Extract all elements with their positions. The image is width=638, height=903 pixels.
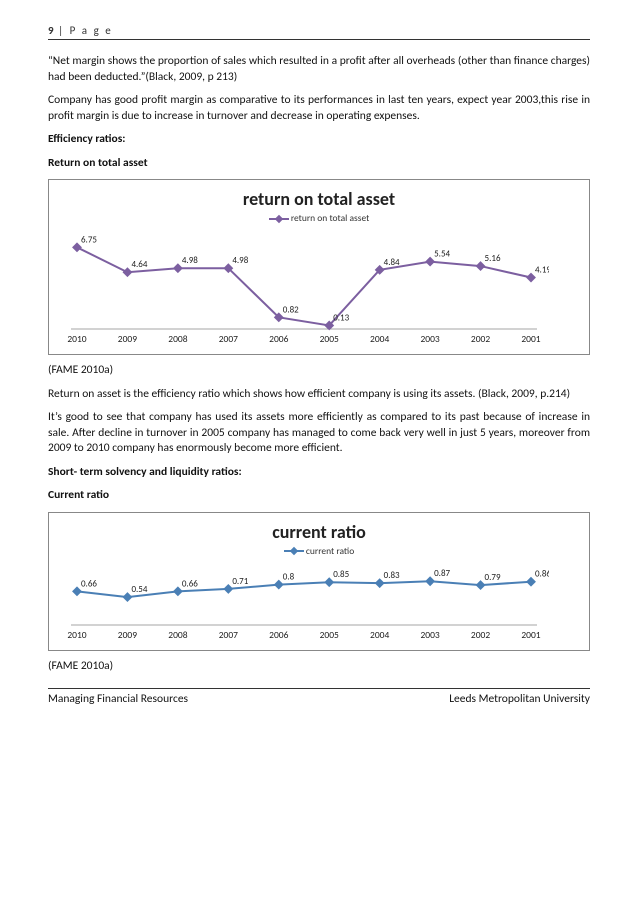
page-number: 9 <box>48 24 54 37</box>
svg-text:2001: 2001 <box>521 333 540 345</box>
svg-text:6.75: 6.75 <box>81 234 97 245</box>
chart1-legend: return on total asset <box>59 212 579 224</box>
svg-text:2010: 2010 <box>67 629 86 641</box>
svg-text:2010: 2010 <box>67 333 86 345</box>
svg-text:2006: 2006 <box>269 629 288 641</box>
svg-text:2004: 2004 <box>370 333 389 345</box>
svg-text:0.85: 0.85 <box>333 569 349 580</box>
chart1-source: (FAME 2010a) <box>48 363 590 379</box>
svg-text:2002: 2002 <box>471 629 490 641</box>
paragraph-roa-def: Return on asset is the efficiency ratio … <box>48 387 590 403</box>
svg-text:5.16: 5.16 <box>485 253 501 264</box>
chart2-legend-label: current ratio <box>306 545 354 557</box>
paragraph-net-margin-quote: “Net margin shows the proportion of sale… <box>48 54 590 85</box>
svg-text:4.19: 4.19 <box>535 265 549 276</box>
svg-text:4.64: 4.64 <box>131 259 147 270</box>
chart1-legend-marker <box>269 214 289 224</box>
svg-text:0.66: 0.66 <box>182 578 198 589</box>
chart1-legend-label: return on total asset <box>291 212 370 224</box>
svg-text:2009: 2009 <box>118 629 137 641</box>
chart2-title: current ratio <box>59 521 579 543</box>
svg-text:0.86: 0.86 <box>535 568 549 579</box>
svg-text:4.98: 4.98 <box>232 255 248 266</box>
svg-text:2008: 2008 <box>168 629 187 641</box>
chart1-title: return on total asset <box>59 188 579 210</box>
svg-text:2005: 2005 <box>320 333 339 345</box>
footer-right: Leeds Metropolitan University <box>449 692 590 706</box>
svg-text:4.98: 4.98 <box>182 255 198 266</box>
svg-text:2006: 2006 <box>269 333 288 345</box>
svg-text:0.8: 0.8 <box>283 571 295 582</box>
svg-text:4.84: 4.84 <box>384 257 400 268</box>
heading-efficiency-ratios: Efficiency ratios: <box>48 132 590 148</box>
heading-return-on-asset: Return on total asset <box>48 156 590 172</box>
heading-solvency: Short- term solvency and liquidity ratio… <box>48 465 590 481</box>
svg-text:0.13: 0.13 <box>333 313 349 324</box>
svg-text:2004: 2004 <box>370 629 389 641</box>
chart2-legend-marker <box>284 546 304 556</box>
paragraph-roa-analysis: It’s good to see that company has used i… <box>48 410 590 457</box>
paragraph-profit-margin: Company has good profit margin as compar… <box>48 93 590 124</box>
svg-text:0.87: 0.87 <box>434 568 450 579</box>
svg-text:0.54: 0.54 <box>131 584 147 595</box>
chart1-plot: 6.75 2010 4.64 2009 4.98 2008 4.98 2007 0.82 2006… <box>59 230 549 345</box>
svg-text:0.82: 0.82 <box>283 304 299 315</box>
chart2-source: (FAME 2010a) <box>48 659 590 675</box>
page-header-separator: | <box>58 24 70 37</box>
svg-text:0.79: 0.79 <box>485 572 501 583</box>
svg-text:0.66: 0.66 <box>81 578 97 589</box>
footer-left: Managing Financial Resources <box>48 692 188 706</box>
page-footer: Managing Financial Resources Leeds Metro… <box>48 688 590 706</box>
page-word: P a g e <box>70 24 113 37</box>
svg-text:2003: 2003 <box>420 333 439 345</box>
svg-text:2003: 2003 <box>420 629 439 641</box>
chart2-plot: 0.66 2010 0.54 2009 0.66 2008 0.71 2007 0.8 2006 0… <box>59 563 549 641</box>
svg-text:2002: 2002 <box>471 333 490 345</box>
document-page: 9 | P a g e “Net margin shows the propor… <box>0 0 638 730</box>
svg-text:2001: 2001 <box>521 629 540 641</box>
chart-return-on-asset: return on total asset return on total as… <box>48 179 590 355</box>
chart-current-ratio: current ratio current ratio 0.66 2010 0.54… <box>48 512 590 651</box>
svg-text:2007: 2007 <box>219 629 238 641</box>
page-header: 9 | P a g e <box>48 24 590 40</box>
svg-text:0.71: 0.71 <box>232 576 248 587</box>
svg-text:2007: 2007 <box>219 333 238 345</box>
svg-text:2005: 2005 <box>320 629 339 641</box>
chart2-legend: current ratio <box>59 545 579 557</box>
svg-text:0.83: 0.83 <box>384 570 400 581</box>
svg-text:2008: 2008 <box>168 333 187 345</box>
svg-text:5.54: 5.54 <box>434 249 450 260</box>
heading-current-ratio: Current ratio <box>48 488 590 504</box>
svg-text:2009: 2009 <box>118 333 137 345</box>
